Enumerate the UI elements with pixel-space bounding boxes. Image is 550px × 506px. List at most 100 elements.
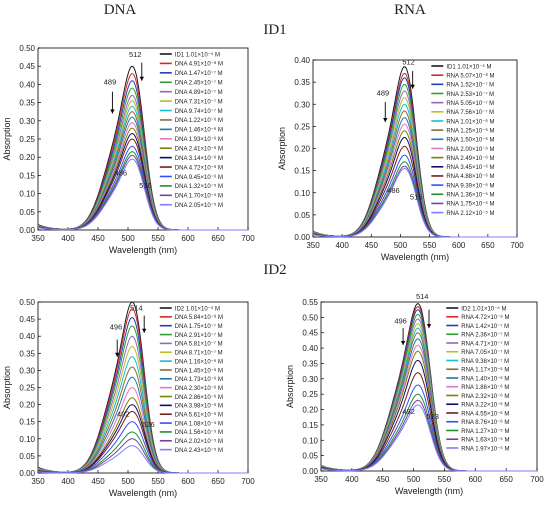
y-axis-label: Absorption bbox=[2, 366, 12, 409]
legend-entry: RNA 1.01×10⁻⁶ M bbox=[446, 118, 494, 125]
x-tick-label: 650 bbox=[211, 477, 225, 486]
peak-label: 514 bbox=[130, 304, 143, 313]
x-tick-label: 650 bbox=[481, 241, 495, 250]
y-tick-label: 0.45 bbox=[19, 315, 35, 324]
legend-entry: RNA 3.22×10⁻⁶ M bbox=[461, 402, 509, 409]
y-tick-label: 0.15 bbox=[19, 171, 35, 180]
legend-entry: RNA 1.63×10⁻⁵ M bbox=[461, 437, 509, 444]
peak-label: 496 bbox=[110, 322, 123, 331]
x-tick-label: 600 bbox=[452, 241, 466, 250]
legend-entry: DNA 1.45×10⁻⁶ M bbox=[175, 367, 223, 374]
legend-entry: DNA 5.84×10⁻⁸ M bbox=[175, 314, 223, 321]
legend-entry: DNA 1.93×10⁻⁶ M bbox=[175, 136, 223, 143]
legend-entry: DNA 2.91×10⁻⁷ M bbox=[175, 332, 223, 339]
x-tick-label: 500 bbox=[407, 475, 421, 484]
x-axis-label: Wavelength (nm) bbox=[109, 488, 177, 498]
legend-entry: DNA 1.75×10⁻⁷ M bbox=[175, 323, 223, 330]
x-tick-label: 550 bbox=[151, 234, 165, 243]
legend-entry: RNA 2.32×10⁻⁶ M bbox=[461, 393, 509, 400]
chart-id1-dna: 350 400 450 500 550 600 650 700 0.00 0.05 0.10 0.15… bbox=[2, 44, 255, 255]
legend-entry: DNA 3.14×10⁻⁶ M bbox=[175, 155, 223, 162]
plot-frame bbox=[320, 301, 538, 472]
y-tick-label: 0.30 bbox=[302, 375, 318, 384]
legend-entry: RNA 1.50×10⁻⁶ M bbox=[446, 137, 494, 144]
legend-entry: RNA 1.75×10⁻⁵ M bbox=[446, 201, 494, 208]
y-tick-label: 0.25 bbox=[19, 384, 35, 393]
y-tick-label: 0.45 bbox=[19, 62, 35, 71]
legend-entry: RNA 9.38×10⁻⁷ M bbox=[461, 358, 509, 365]
peak-label: 523 bbox=[426, 412, 439, 421]
peak-label: 516 bbox=[139, 181, 152, 190]
legend-entry: RNA 2.00×10⁻⁶ M bbox=[446, 146, 494, 153]
arrow-head bbox=[142, 328, 147, 333]
y-tick-label: 0.50 bbox=[19, 298, 35, 307]
y-axis-label: Absorption bbox=[277, 127, 287, 170]
peak-label: 512 bbox=[402, 57, 415, 66]
y-tick-label: 0.15 bbox=[302, 421, 318, 430]
y-tick-label: 0.20 bbox=[19, 153, 35, 162]
legend-entry: ID1 1.01×10⁻⁵ M bbox=[175, 51, 220, 58]
x-tick-label: 400 bbox=[335, 241, 349, 250]
legend-entry: RNA 2.12×10⁻⁵ M bbox=[446, 210, 494, 217]
x-tick-label: 450 bbox=[91, 234, 105, 243]
y-tick-label: 0.50 bbox=[19, 44, 35, 53]
arrow-head bbox=[426, 324, 432, 329]
legend-entry: RNA 1.17×10⁻⁶ M bbox=[461, 367, 509, 374]
y-tick-label: 0.15 bbox=[294, 167, 310, 176]
legend-entry: RNA 1.36×10⁻⁵ M bbox=[446, 192, 494, 199]
legend-entry: DNA 1.32×10⁻⁵ M bbox=[175, 183, 223, 190]
legend-entry: DNA 2.41×10⁻⁶ M bbox=[175, 146, 223, 153]
legend-entry: RNA 5.07×10⁻⁸ M bbox=[446, 72, 494, 79]
legend-entry: DNA 5.61×10⁻⁶ M bbox=[175, 412, 223, 419]
legend-entry: DNA 1.22×10⁻⁶ M bbox=[175, 117, 223, 124]
peak-label: 514 bbox=[416, 292, 429, 301]
x-tick-label: 600 bbox=[181, 477, 195, 486]
x-tick-label: 450 bbox=[376, 475, 390, 484]
series-line bbox=[312, 168, 517, 238]
legend-entry: DNA 9.45×10⁻⁶ M bbox=[175, 174, 223, 181]
x-tick-label: 350 bbox=[314, 475, 328, 484]
y-tick-label: 0.35 bbox=[294, 78, 310, 87]
legend-entry: RNA 8.76×10⁻⁶ M bbox=[461, 419, 509, 426]
legend-entry: ID2 1.01×10⁻⁵ M bbox=[175, 305, 220, 312]
x-tick-label: 400 bbox=[61, 234, 75, 243]
legend-entry: RNA 1.27×10⁻⁵ M bbox=[461, 428, 509, 435]
legend-entry: DNA 2.86×10⁻⁶ M bbox=[175, 394, 223, 401]
peak-label: 492 bbox=[117, 410, 130, 419]
legend-entry: DNA 2.05×10⁻⁵ M bbox=[175, 202, 223, 209]
y-tick-label: 0.30 bbox=[294, 100, 310, 109]
x-tick-label: 350 bbox=[31, 477, 45, 486]
y-axis-label: Absorption bbox=[285, 365, 295, 408]
peak-label: 526 bbox=[142, 420, 155, 429]
peak-label: 486 bbox=[387, 186, 400, 195]
chart-id2-rna: 350 400 450 500 550 600 650 700 0.00 0.05 0.10 0.15… bbox=[285, 292, 544, 496]
legend-entry: RNA 2.36×10⁻⁷ M bbox=[461, 332, 509, 339]
legend-entry: DNA 2.45×10⁻⁷ M bbox=[175, 80, 223, 87]
y-tick-label: 0.20 bbox=[19, 401, 35, 410]
x-tick-label: 550 bbox=[438, 475, 452, 484]
y-tick-label: 0.00 bbox=[19, 226, 35, 235]
x-tick-label: 400 bbox=[345, 475, 359, 484]
peak-label: 489 bbox=[377, 88, 390, 97]
series-line bbox=[37, 158, 248, 231]
y-tick-label: 0.05 bbox=[302, 452, 318, 461]
y-tick-label: 0.10 bbox=[19, 190, 35, 199]
legend-entry: DNA 1.56×10⁻⁵ M bbox=[175, 429, 223, 436]
y-tick-label: 0.40 bbox=[19, 332, 35, 341]
legend-entry: RNA 4.55×10⁻⁶ M bbox=[461, 410, 509, 417]
legend-entry: RNA 1.25×10⁻⁶ M bbox=[446, 127, 494, 134]
peak-label: 496 bbox=[394, 317, 407, 326]
chart-id2-dna: 350 400 450 500 550 600 650 700 0.00 0.05 0.10 0.15… bbox=[2, 298, 255, 498]
chart-id1-rna: 350 400 450 500 550 600 650 700 0.00 0.05 0.10 0.15… bbox=[277, 56, 524, 262]
legend-entry: RNA 7.56×10⁻⁷ M bbox=[446, 109, 494, 116]
legend-entry: ID1 1.01×10⁻⁵ M bbox=[446, 63, 491, 70]
y-axis-label: Absorption bbox=[2, 117, 12, 160]
x-tick-label: 500 bbox=[121, 477, 135, 486]
y-tick-label: 0.40 bbox=[302, 344, 318, 353]
x-tick-label: 500 bbox=[394, 241, 408, 250]
legend-entry: DNA 1.47×10⁻⁷ M bbox=[175, 70, 223, 77]
y-tick-label: 0.05 bbox=[294, 211, 310, 220]
legend-entry: RNA 4.88×10⁻⁶ M bbox=[446, 173, 494, 180]
x-tick-label: 450 bbox=[365, 241, 379, 250]
y-tick-label: 0.55 bbox=[302, 298, 318, 307]
